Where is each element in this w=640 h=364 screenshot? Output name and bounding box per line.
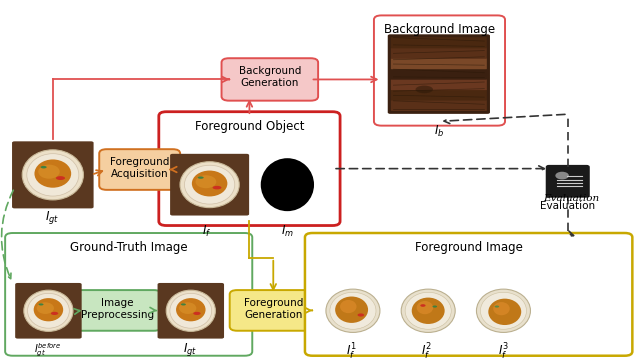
Text: Foreground Image: Foreground Image xyxy=(415,241,523,254)
Ellipse shape xyxy=(481,292,527,329)
Text: Evaluation: Evaluation xyxy=(543,194,599,203)
Ellipse shape xyxy=(196,175,216,188)
Ellipse shape xyxy=(493,302,509,315)
Ellipse shape xyxy=(28,293,69,328)
Ellipse shape xyxy=(193,312,200,315)
Ellipse shape xyxy=(166,290,216,331)
FancyBboxPatch shape xyxy=(374,15,505,126)
Text: $I_{gt}$: $I_{gt}$ xyxy=(183,341,197,359)
FancyBboxPatch shape xyxy=(388,34,490,114)
Text: $I_m$: $I_m$ xyxy=(281,224,294,239)
Text: Background
Generation: Background Generation xyxy=(239,66,301,88)
FancyBboxPatch shape xyxy=(547,166,589,197)
Ellipse shape xyxy=(179,302,196,314)
Text: Foreground
Generation: Foreground Generation xyxy=(244,298,303,320)
Ellipse shape xyxy=(412,298,445,324)
FancyBboxPatch shape xyxy=(391,90,487,100)
Text: $I_f^2$: $I_f^2$ xyxy=(421,341,432,361)
Ellipse shape xyxy=(405,292,451,329)
Ellipse shape xyxy=(330,292,376,329)
Text: $I_f^1$: $I_f^1$ xyxy=(346,341,356,361)
Ellipse shape xyxy=(488,298,521,325)
Text: $I_f^3$: $I_f^3$ xyxy=(499,341,509,361)
Ellipse shape xyxy=(38,303,44,305)
Ellipse shape xyxy=(326,289,380,332)
Ellipse shape xyxy=(212,186,221,189)
FancyBboxPatch shape xyxy=(230,290,317,331)
FancyBboxPatch shape xyxy=(391,68,487,80)
Ellipse shape xyxy=(51,312,58,315)
Text: Evaluation: Evaluation xyxy=(540,201,595,211)
FancyBboxPatch shape xyxy=(159,112,340,226)
Ellipse shape xyxy=(180,162,239,207)
FancyBboxPatch shape xyxy=(15,283,82,339)
FancyBboxPatch shape xyxy=(170,154,249,215)
Ellipse shape xyxy=(358,313,364,317)
Ellipse shape xyxy=(420,304,426,307)
Ellipse shape xyxy=(38,165,60,179)
Circle shape xyxy=(556,172,569,179)
FancyBboxPatch shape xyxy=(391,79,487,90)
FancyBboxPatch shape xyxy=(5,233,252,356)
Ellipse shape xyxy=(40,166,47,169)
Text: $I_{gt}^{before}$: $I_{gt}^{before}$ xyxy=(34,341,61,359)
FancyBboxPatch shape xyxy=(157,283,224,339)
FancyBboxPatch shape xyxy=(391,48,487,59)
FancyBboxPatch shape xyxy=(12,141,93,209)
Ellipse shape xyxy=(27,154,79,196)
Ellipse shape xyxy=(181,303,186,305)
FancyBboxPatch shape xyxy=(391,37,487,48)
FancyBboxPatch shape xyxy=(221,58,318,101)
Text: Foreground
Acquisition: Foreground Acquisition xyxy=(110,157,170,179)
Ellipse shape xyxy=(335,297,368,323)
FancyBboxPatch shape xyxy=(305,233,632,356)
Ellipse shape xyxy=(433,305,437,308)
Ellipse shape xyxy=(22,150,83,200)
Ellipse shape xyxy=(34,298,63,321)
Text: Background Image: Background Image xyxy=(384,23,495,36)
Text: Foreground Object: Foreground Object xyxy=(195,119,304,132)
Ellipse shape xyxy=(176,298,205,321)
Ellipse shape xyxy=(35,159,71,188)
Text: $I_f$: $I_f$ xyxy=(202,224,212,239)
Text: $I_{gt}$: $I_{gt}$ xyxy=(45,209,60,226)
Ellipse shape xyxy=(198,177,204,179)
Ellipse shape xyxy=(495,305,499,308)
FancyBboxPatch shape xyxy=(74,290,161,331)
Text: Ground-Truth Image: Ground-Truth Image xyxy=(70,241,188,254)
Ellipse shape xyxy=(476,289,531,332)
Ellipse shape xyxy=(170,293,212,328)
Ellipse shape xyxy=(24,290,73,331)
Ellipse shape xyxy=(56,176,65,180)
FancyBboxPatch shape xyxy=(99,149,180,190)
Text: $I_b$: $I_b$ xyxy=(434,124,444,139)
Ellipse shape xyxy=(401,289,455,332)
Ellipse shape xyxy=(192,171,227,197)
FancyBboxPatch shape xyxy=(391,58,487,69)
Ellipse shape xyxy=(260,158,314,211)
Ellipse shape xyxy=(340,300,356,313)
Ellipse shape xyxy=(36,302,54,314)
Ellipse shape xyxy=(415,86,433,93)
Ellipse shape xyxy=(184,165,235,204)
FancyBboxPatch shape xyxy=(391,100,487,111)
Text: Image
Preprocessing: Image Preprocessing xyxy=(81,298,154,320)
Ellipse shape xyxy=(417,301,433,314)
